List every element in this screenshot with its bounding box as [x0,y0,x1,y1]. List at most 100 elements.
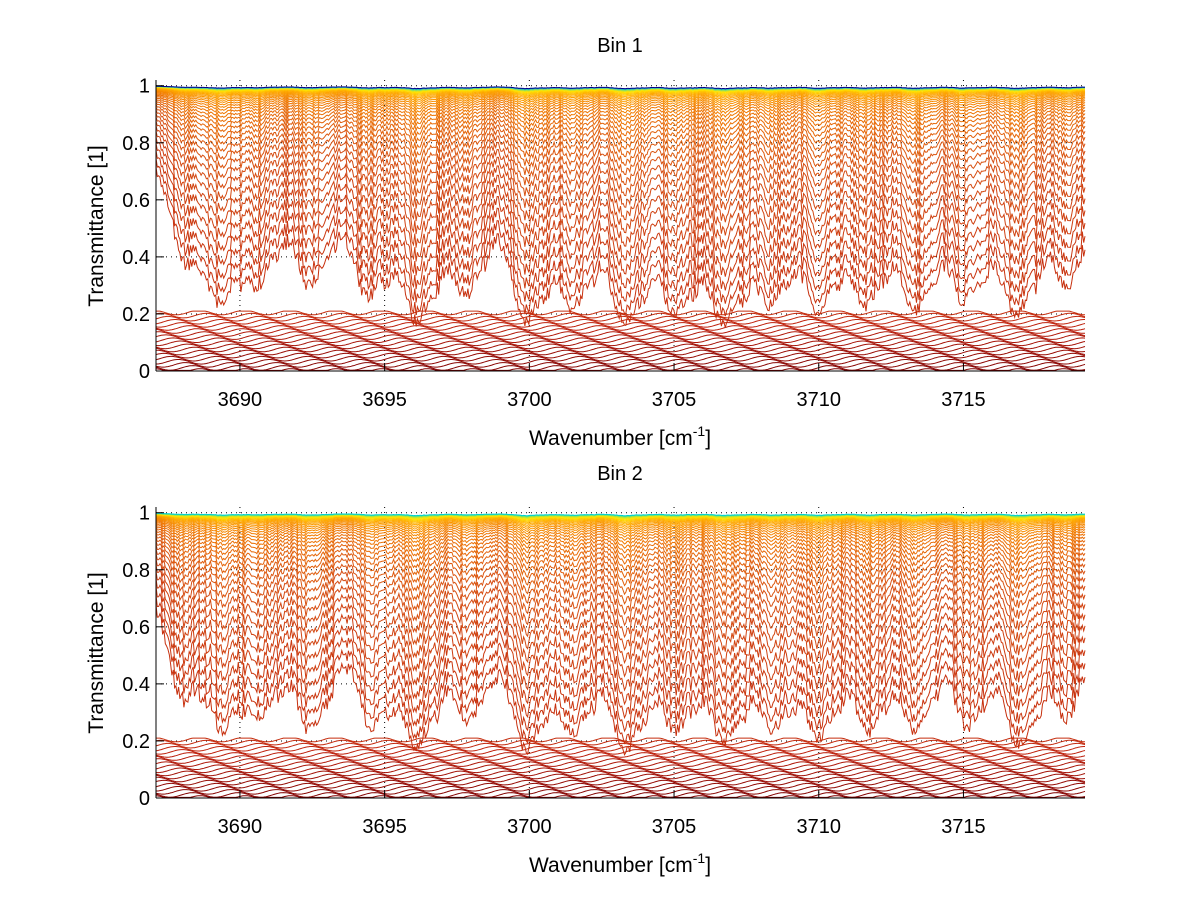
series-line [155,522,1086,559]
x-tick-label: 3695 [362,816,407,838]
series-line [155,89,1086,108]
series-line [155,91,1086,118]
x-tick-label: 3705 [652,816,697,838]
series-line [155,594,1086,745]
series-line [155,514,1086,527]
series-line [155,355,1086,362]
series-line [155,518,1086,541]
y-tick-label: 0.2 [122,304,150,326]
y-tick-label: 0 [139,788,150,810]
y-tick-label: 0.4 [122,247,150,269]
series-line [156,349,1086,356]
series-line [155,98,1086,152]
series-line [155,782,1086,789]
series-line [155,340,1086,347]
series-line [155,109,1086,199]
series-line [155,315,1086,322]
y-tick-label: 0.6 [122,190,150,212]
x-tick-label: 3710 [796,389,841,411]
series-line [155,586,1086,733]
series-line [155,93,1086,133]
series-line [155,101,1086,169]
series-line [155,322,1086,328]
axes-frame [155,507,1085,799]
series-line [155,742,1086,749]
series-line [155,548,1086,651]
series-line [155,334,1086,340]
series-line [155,125,1086,250]
series-line [155,513,1086,521]
series-line [156,786,1086,792]
series-line [155,537,1086,616]
series-line [155,604,1086,757]
series-line [155,86,1086,94]
series-line [155,343,1086,350]
y-tick-labels: 0 0.2 0.4 0.6 0.8 1 [122,503,150,810]
series-line [155,534,1086,605]
series-line [155,157,1086,317]
series-line [155,346,1086,353]
x-axis-label-superscript: -1 [693,850,706,866]
x-tick-label: 3690 [218,389,263,411]
series-line [155,88,1086,103]
series-line [155,514,1086,524]
series-line [156,737,1086,743]
x-tick-label: 3700 [507,816,552,838]
series-line [155,130,1086,263]
series-line [155,520,1086,549]
x-tick-label: 3700 [507,389,552,411]
series-line [155,739,1086,746]
series-line [155,150,1086,304]
series-line [155,325,1086,331]
x-axis-label-main: Wavenumber [cm [529,854,693,877]
series-line [155,558,1086,678]
series-line [155,87,1086,101]
series-line [155,337,1086,343]
series-line [155,755,1086,761]
series-line [155,104,1086,179]
series-line [155,328,1086,334]
series-line [155,352,1086,359]
series-line [155,514,1086,525]
series-line [155,764,1086,770]
series-line [155,136,1086,277]
series-line [155,553,1086,665]
series-line [155,92,1086,127]
series-line [155,116,1086,223]
series-line [155,578,1086,720]
x-tick-labels: 3690 3695 3700 3705 3710 3715 [218,816,986,838]
series-line [155,120,1086,236]
series-line [155,515,1086,528]
series-line [155,523,1086,565]
series-line [155,519,1086,545]
series-line [155,85,1086,90]
y-tick-labels: 0 0.2 0.4 0.6 0.8 1 [122,76,150,383]
x-tick-label: 3710 [796,816,841,838]
series-line [155,95,1086,139]
x-axis-label-main: Wavenumber [cm [529,427,693,450]
y-axis-label: Transmittance [1] [85,572,108,733]
y-axis-label: Transmittance [1] [85,145,108,306]
series-line [155,362,1086,368]
series-line [155,142,1086,291]
series-line [155,99,1086,160]
series-line [155,564,1086,692]
y-tick-label: 0.8 [122,133,150,155]
x-tick-label: 3715 [941,389,986,411]
chart-title: Bin 2 [597,463,643,485]
x-axis-label-suffix: ] [705,854,711,877]
series-line [155,529,1086,587]
x-axis-label: Wavenumber [cm-1] [529,423,711,450]
series-line [155,521,1086,554]
series-line [155,527,1086,579]
series-line [155,795,1085,798]
y-tick-label: 1 [139,76,150,98]
x-tick-label: 3715 [941,816,986,838]
x-tick-label: 3690 [218,816,263,838]
series-line [155,89,1086,111]
series-lines [155,512,1086,798]
subplot-bin-1: Bin 1 3690 3695 3700 3705 3710 3715 0 0.2 0.4 0.… [85,35,1086,450]
x-axis-label: Wavenumber [cm-1] [529,850,711,877]
series-line [155,525,1086,572]
y-tick-label: 0.8 [122,560,150,582]
